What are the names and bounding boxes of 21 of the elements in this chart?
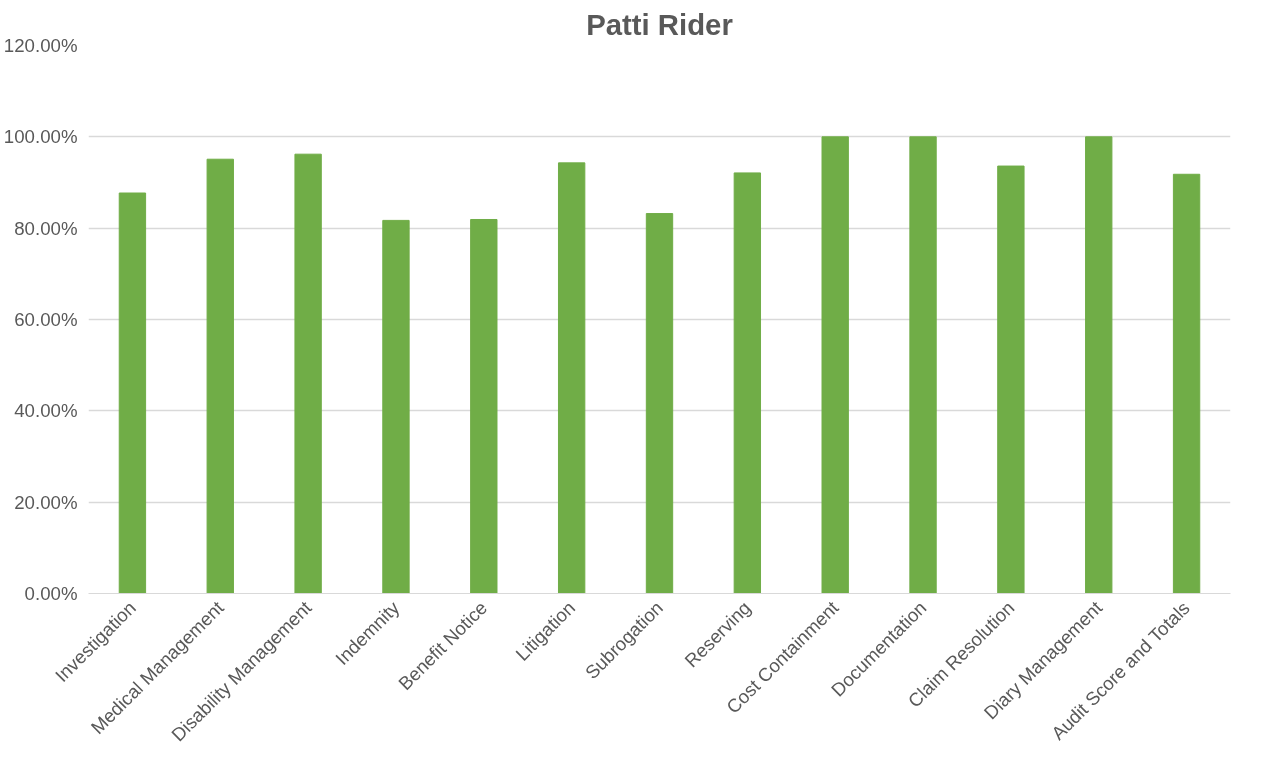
bar bbox=[645, 213, 674, 594]
y-tick-label: 60.00% bbox=[14, 309, 78, 330]
bar bbox=[821, 136, 849, 594]
bar bbox=[733, 172, 762, 594]
y-tick-label: 20.00% bbox=[14, 491, 78, 513]
bar bbox=[1172, 173, 1201, 594]
bar bbox=[382, 219, 410, 594]
bar bbox=[470, 218, 498, 594]
chart-title: Patti Rider bbox=[586, 7, 733, 41]
y-tick-label: 0.00% bbox=[24, 583, 78, 604]
y-tick-label: 100.00% bbox=[3, 126, 78, 148]
bar bbox=[206, 158, 234, 594]
y-tick-label: 80.00% bbox=[14, 217, 78, 239]
bar bbox=[294, 153, 322, 594]
bar bbox=[557, 162, 586, 594]
y-tick-label: 120.00% bbox=[3, 35, 78, 56]
y-tick-label: 40.00% bbox=[14, 400, 78, 422]
bar bbox=[997, 165, 1025, 594]
bar bbox=[118, 192, 147, 594]
bar bbox=[1085, 136, 1113, 594]
bar bbox=[909, 136, 937, 594]
